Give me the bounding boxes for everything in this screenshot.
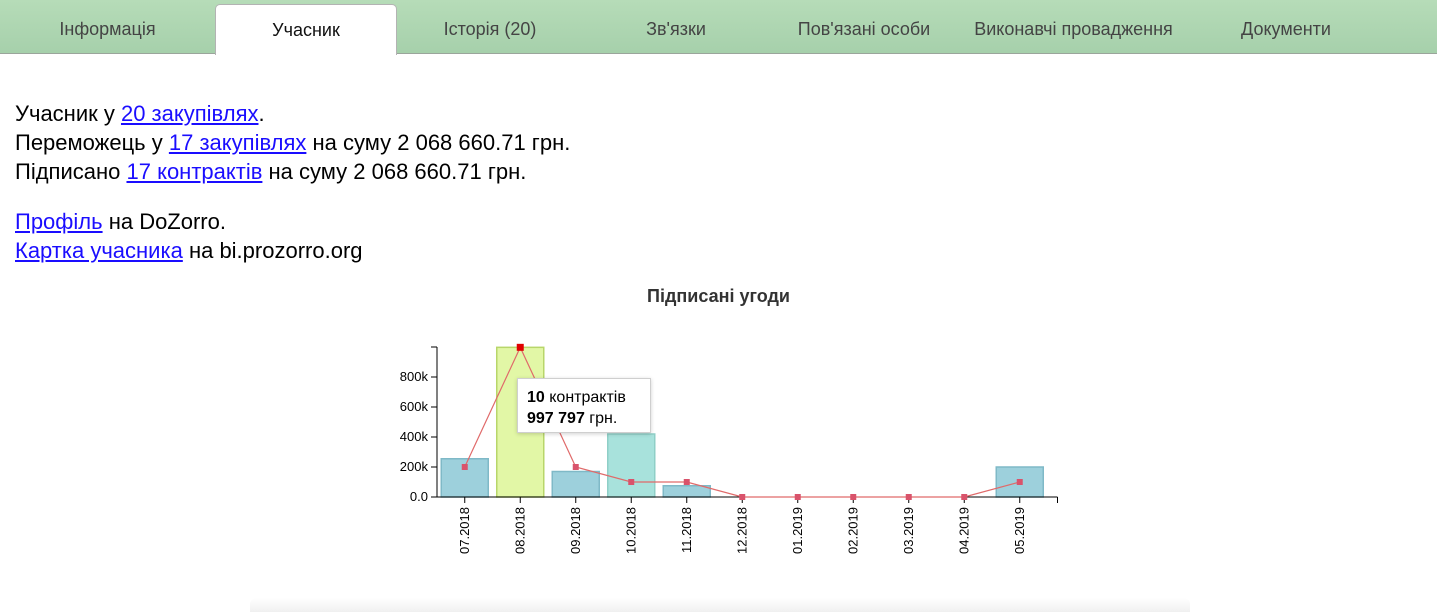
chart-point[interactable] xyxy=(461,464,468,470)
chart-point[interactable] xyxy=(739,494,746,500)
y-tick-label: 800k xyxy=(400,369,429,384)
x-tick-label: 07.2018 xyxy=(457,507,472,554)
x-tick-label: 10.2018 xyxy=(623,507,638,554)
chart-point[interactable] xyxy=(1016,479,1023,485)
tab-related-persons[interactable]: Пов'язані особи xyxy=(797,19,931,39)
x-tick-label: 12.2018 xyxy=(734,507,749,554)
contracts-suffix: на суму 2 068 660.71 грн. xyxy=(262,159,527,184)
chart-bar[interactable] xyxy=(662,485,711,498)
tab-connections[interactable]: Зв'язки xyxy=(646,19,706,39)
participant-summary: Учасник у 20 закупівлях. Переможець у 17… xyxy=(15,99,570,265)
participant-card-link[interactable]: Картка учасника xyxy=(15,238,183,263)
x-tick-label: 08.2018 xyxy=(512,507,527,554)
participation-line: Учасник у 20 закупівлях. xyxy=(15,99,570,128)
x-tick-label: 01.2019 xyxy=(790,507,805,554)
tab-history[interactable]: Історія (20) xyxy=(443,19,537,39)
winner-link[interactable]: 17 закупівлях xyxy=(168,130,307,155)
chart-title: Підписані угоди xyxy=(647,286,790,306)
chart-bar[interactable] xyxy=(551,470,600,498)
y-tick-label: 400k xyxy=(400,429,429,444)
winner-text: Переможець у xyxy=(15,130,169,155)
profile-link[interactable]: Профіль xyxy=(15,209,103,234)
tab-documents[interactable]: Документи xyxy=(1241,19,1331,39)
tooltip-amount: 997 797 xyxy=(527,410,585,427)
chart-point[interactable] xyxy=(628,479,635,485)
chart-point[interactable] xyxy=(516,343,524,351)
contracts-link[interactable]: 17 контрактів xyxy=(126,159,263,184)
chart-point[interactable] xyxy=(572,464,579,470)
chart-point[interactable] xyxy=(683,479,690,485)
chart-tooltip: 10 контрактів 997 797 грн. xyxy=(517,378,651,433)
chart-point[interactable] xyxy=(794,494,801,500)
y-tick-label: 600k xyxy=(400,399,429,414)
tab-enforcement[interactable]: Виконавчі провадження xyxy=(974,19,1173,39)
tab-information[interactable]: Інформація xyxy=(59,19,156,39)
tooltip-amount-label: грн. xyxy=(584,410,618,427)
x-tick-label: 04.2019 xyxy=(956,507,971,554)
bottom-panel-edge xyxy=(250,598,1190,612)
tooltip-count-row: 10 контрактів xyxy=(527,387,650,408)
profile-suffix: на DoZorro. xyxy=(102,209,226,234)
y-tick-label: 200k xyxy=(400,459,429,474)
chart-point[interactable] xyxy=(961,494,968,500)
card-line: Картка учасника на bi.prozorro.org xyxy=(15,236,570,265)
x-tick-label: 05.2019 xyxy=(1012,507,1027,554)
contracts-line: Підписано 17 контрактів на суму 2 068 66… xyxy=(15,157,570,186)
participation-text: Учасник у xyxy=(15,101,121,126)
winner-line: Переможець у 17 закупівлях на суму 2 068… xyxy=(15,128,570,157)
tab-bar: Інформація Учасник Історія (20) Зв'язки … xyxy=(0,0,1437,55)
chart-bar[interactable] xyxy=(607,433,656,498)
tooltip-count-label: контрактів xyxy=(544,389,626,406)
contracts-text: Підписано xyxy=(15,159,127,184)
participation-link[interactable]: 20 закупівлях xyxy=(120,101,259,126)
x-tick-label: 09.2018 xyxy=(568,507,583,554)
tooltip-count: 10 xyxy=(527,389,545,406)
y-tick-label: 0.0 xyxy=(410,489,428,504)
chart-point[interactable] xyxy=(850,494,857,500)
chart-point[interactable] xyxy=(905,494,912,500)
tooltip-amount-row: 997 797 грн. xyxy=(527,408,650,429)
profile-line: Профіль на DoZorro. xyxy=(15,207,570,236)
x-tick-label: 03.2019 xyxy=(901,507,916,554)
card-suffix: на bi.prozorro.org xyxy=(182,238,363,263)
x-tick-label: 11.2018 xyxy=(679,507,694,553)
tab-participant[interactable]: Учасник xyxy=(215,4,397,55)
participation-suffix: . xyxy=(258,101,265,126)
x-tick-label: 02.2019 xyxy=(845,507,860,554)
winner-suffix: на суму 2 068 660.71 грн. xyxy=(306,130,571,155)
